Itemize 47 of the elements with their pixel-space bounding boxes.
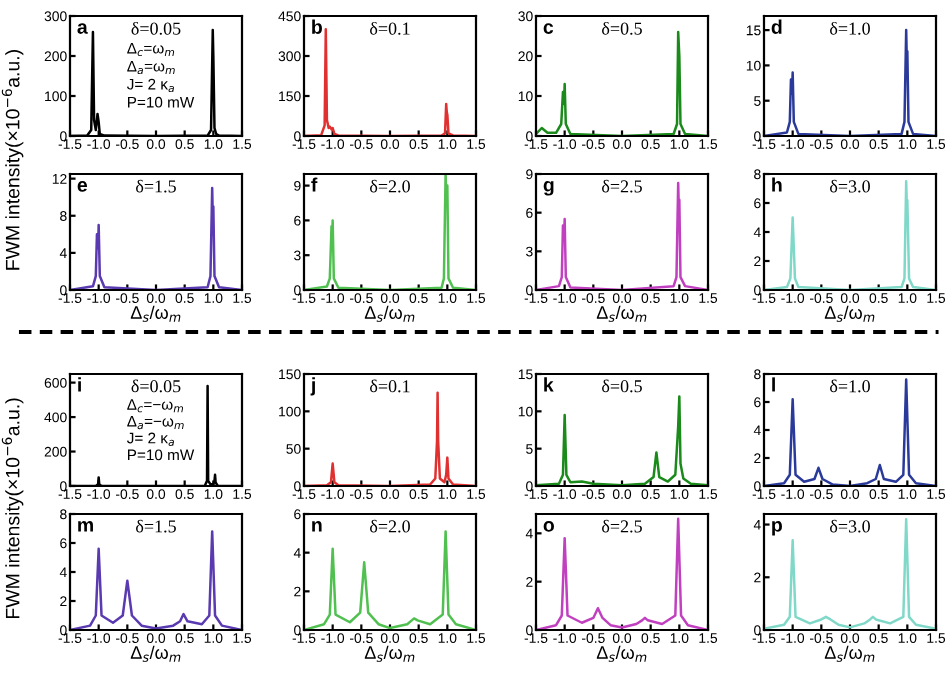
annotation: m [78,521,93,532]
annotation: δ=2.5 [602,519,642,533]
annotation: p [772,521,782,536]
annotation: δ=3.0 [830,179,870,193]
annotation: n [312,521,322,532]
annotation: δ=2.5 [602,179,642,193]
line-series [536,517,708,630]
annotation: g [543,181,554,196]
y-axis-title: FWM intensity(×10$^{−6}$a.u.) [1,398,24,619]
annotation: j [310,377,315,396]
annotation: f [311,177,318,192]
x-axis-title: Δ$_{s}$/ω$_{m}$ [364,645,415,662]
annotation: δ=1.0 [830,21,870,35]
annotation: δ=0.1 [370,21,410,35]
x-axis-title: Δ$_{s}$/ω$_{m}$ [824,305,875,322]
annotation: δ=1.0 [830,379,870,393]
annotation: a [77,23,88,34]
annotation: δ=0.5 [602,21,642,35]
line-series [764,378,936,486]
x-axis-title: Δ$_{s}$/ω$_{m}$ [130,305,181,322]
y-axis-title: FWM intensity(×10$^{−6}$a.u.) [1,50,24,270]
annotation: d [771,19,782,34]
annotation: δ=3.0 [830,519,870,533]
x-axis-title: Δ$_{s}$/ω$_{m}$ [364,305,415,322]
line-series [304,174,476,290]
annotation: δ=2.0 [370,179,410,193]
line-series [764,518,936,630]
annotation: δ=0.05 [131,21,181,35]
line-series [764,180,936,290]
annotation: c [543,23,554,34]
annotation: δ=2.0 [370,519,410,533]
annotation: l [772,377,775,392]
annotation: δ=0.1 [370,379,410,393]
annotation: δ=0.5 [602,379,642,393]
x-axis-title: Δ$_{s}$/ω$_{m}$ [130,645,181,662]
annotation: o [543,521,554,532]
annotation: δ=1.5 [136,179,176,193]
annotation: δ=1.5 [136,519,176,533]
annotation: δ=0.05 [131,379,181,393]
annotation: h [772,177,782,192]
annotation: e [77,181,88,192]
annotation: k [544,377,554,392]
annotation: i [78,377,81,392]
x-axis-title: Δ$_{s}$/ω$_{m}$ [596,645,647,662]
x-axis-title: Δ$_{s}$/ω$_{m}$ [596,305,647,322]
x-axis-title: Δ$_{s}$/ω$_{m}$ [824,645,875,662]
annotation: b [312,19,322,34]
